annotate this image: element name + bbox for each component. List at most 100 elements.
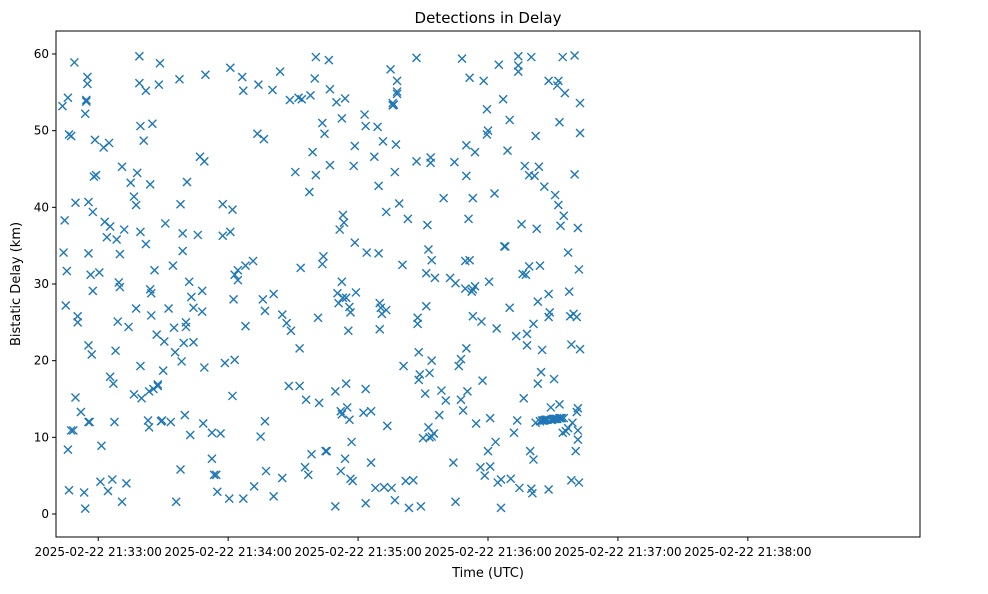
detection-marker (573, 435, 583, 445)
detection-marker (344, 302, 354, 312)
detection-marker (522, 329, 532, 339)
detection-marker (391, 139, 401, 149)
detection-marker (464, 214, 474, 224)
detection-marker (88, 286, 98, 296)
detection-marker (225, 63, 235, 73)
detection-marker (527, 488, 537, 498)
detection-marker (430, 273, 440, 283)
detection-marker (66, 425, 76, 435)
detection-marker (423, 245, 433, 254)
detection-marker (456, 354, 466, 364)
detection-marker (60, 215, 70, 225)
detection-marker (88, 207, 98, 217)
detection-marker (94, 268, 104, 277)
detection-marker (381, 305, 391, 315)
detection-marker (499, 241, 509, 251)
detection-marker (461, 171, 471, 181)
detection-marker (360, 110, 370, 120)
detection-marker (544, 289, 554, 299)
x-tick-label: 2025-02-22 21:35:00 (294, 545, 421, 559)
detection-marker (401, 476, 411, 486)
detection-marker (295, 381, 305, 391)
detection-marker (230, 355, 240, 365)
y-tick-label: 50 (34, 124, 49, 138)
detection-marker (132, 168, 142, 178)
detection-marker (340, 93, 350, 103)
detection-marker (66, 131, 76, 141)
detection-marker (370, 483, 380, 493)
detection-marker (61, 300, 71, 310)
x-axis-title: Time (UTC) (451, 566, 524, 581)
y-tick-label: 20 (34, 354, 49, 368)
detection-marker (83, 340, 93, 350)
detection-marker (82, 79, 92, 89)
detection-marker (325, 84, 335, 94)
detection-marker (277, 310, 287, 320)
detection-marker (475, 462, 485, 472)
detection-marker (68, 425, 78, 435)
detection-marker (392, 76, 402, 86)
detection-marker (408, 475, 418, 485)
detection-marker (350, 238, 360, 248)
detection-marker (573, 223, 583, 233)
detection-marker (259, 134, 269, 144)
detection-marker (460, 284, 470, 294)
detection-marker (386, 64, 396, 74)
detection-marker (317, 259, 327, 269)
detection-marker (180, 410, 190, 420)
detection-marker (300, 462, 310, 472)
detection-marker (514, 483, 524, 493)
detection-marker (233, 275, 243, 285)
detection-marker (394, 199, 404, 208)
detection-marker (325, 160, 335, 170)
detection-marker (124, 322, 134, 332)
detection-marker (260, 416, 270, 426)
detection-marker (416, 501, 426, 511)
detection-marker (317, 118, 327, 128)
detection-marker (339, 218, 349, 228)
y-tick-label: 60 (34, 47, 49, 61)
detection-marker (349, 161, 359, 171)
detection-marker (412, 156, 422, 166)
detection-marker (105, 372, 115, 382)
detection-marker (230, 270, 240, 280)
detection-marker (134, 78, 144, 88)
detection-marker (83, 417, 93, 427)
detection-marker (564, 287, 574, 297)
detection-marker (330, 501, 340, 511)
detection-marker (314, 398, 324, 408)
detection-marker (85, 417, 95, 427)
detection-marker (135, 227, 145, 237)
detection-marker (506, 474, 516, 484)
detection-marker (480, 471, 490, 481)
detection-marker (533, 297, 543, 307)
detection-marker (392, 87, 402, 97)
detection-marker (387, 483, 397, 493)
detection-marker (420, 389, 430, 399)
detection-marker (81, 97, 91, 107)
detection-marker (107, 475, 117, 484)
detection-marker (505, 303, 515, 313)
detection-marker (483, 446, 493, 456)
detection-marker (199, 156, 209, 166)
detection-marker (342, 402, 352, 412)
detection-marker (575, 98, 585, 108)
detection-marker (169, 323, 179, 333)
detection-marker (491, 437, 501, 447)
detection-marker (496, 503, 506, 513)
detection-marker (528, 455, 538, 465)
x-tick-label: 2025-02-22 21:36:00 (424, 545, 551, 559)
detection-marker (361, 384, 371, 394)
detection-marker (284, 381, 294, 391)
detection-marker (182, 177, 192, 187)
y-axis-ticks: 0 10 20 30 40 50 60 (34, 47, 56, 521)
detection-marker (521, 270, 531, 280)
detection-marker (154, 80, 164, 90)
detection-marker (374, 181, 384, 191)
detection-marker (439, 193, 449, 203)
detection-marker (166, 417, 176, 427)
detection-marker (404, 503, 414, 513)
detection-marker (189, 337, 198, 347)
detection-marker (310, 74, 320, 84)
detection-marker (170, 347, 180, 357)
